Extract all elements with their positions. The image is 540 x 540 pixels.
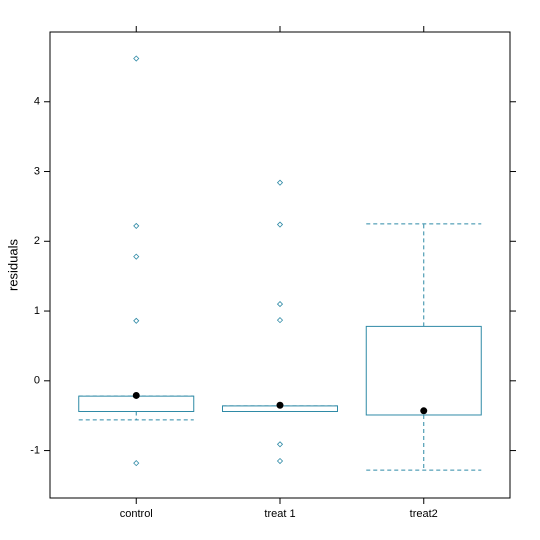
y-tick-label: 3	[34, 165, 40, 177]
outlier	[133, 317, 140, 324]
outlier	[133, 460, 140, 467]
median-dot	[132, 391, 140, 399]
y-axis-label: residuals	[5, 238, 20, 291]
median-dot	[276, 401, 284, 409]
outlier	[133, 222, 140, 229]
x-tick-label: treat2	[410, 508, 438, 520]
x-tick-label: treat 1	[264, 508, 295, 520]
outlier	[276, 317, 284, 324]
y-tick-label: -1	[30, 444, 40, 456]
outlier	[133, 55, 140, 62]
outlier	[276, 221, 284, 228]
outlier	[133, 253, 140, 260]
y-tick-label: 4	[34, 96, 40, 108]
x-tick-label: control	[120, 508, 153, 520]
outlier	[276, 301, 284, 308]
median-dot	[420, 407, 428, 415]
y-tick-label: 2	[34, 235, 40, 247]
outlier	[276, 457, 284, 465]
y-tick-label: 0	[34, 375, 40, 387]
box	[365, 325, 482, 416]
plot-frame	[49, 31, 511, 499]
outlier	[276, 179, 284, 186]
outlier	[276, 441, 284, 448]
y-tick-label: 1	[34, 305, 40, 317]
